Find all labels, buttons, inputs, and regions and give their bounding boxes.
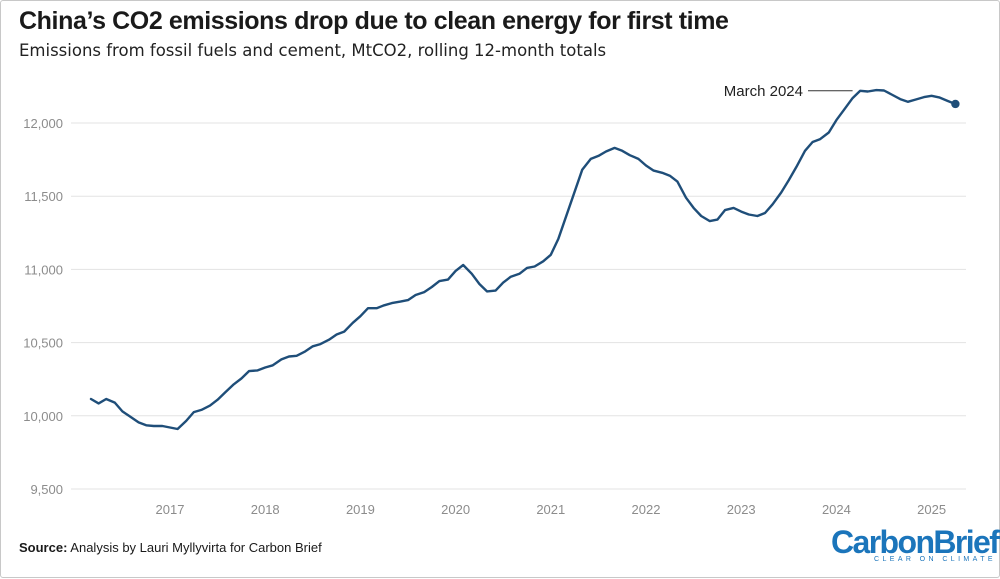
x-tick-label: 2025 — [917, 502, 946, 517]
y-tick-label: 10,500 — [23, 336, 63, 351]
source-label: Source: — [19, 540, 68, 555]
y-tick-label: 9,500 — [30, 482, 63, 497]
x-tick-label: 2021 — [536, 502, 565, 517]
x-tick-label: 2022 — [632, 502, 661, 517]
source-note: Source: Analysis by Lauri Myllyvirta for… — [19, 540, 322, 555]
logo-wordmark: CarbonBrief — [831, 524, 1000, 560]
x-tick-label: 2018 — [251, 502, 280, 517]
y-tick-label: 11,500 — [24, 189, 63, 204]
chart-title: China’s CO2 emissions drop due to clean … — [19, 7, 729, 35]
x-tick-label: 2024 — [822, 502, 851, 517]
y-tick-label: 10,000 — [23, 409, 63, 424]
emissions-line — [89, 88, 957, 431]
logo-tagline: CLEAR ON CLIMATE — [874, 556, 996, 563]
annotation-label: March 2024 — [724, 83, 803, 100]
x-tick-label: 2017 — [156, 502, 185, 517]
x-tick-label: 2019 — [346, 502, 375, 517]
endpoint-marker — [951, 99, 960, 109]
carbonbrief-logo: CarbonBrief CLEAR ON CLIMATE — [831, 524, 1000, 572]
chart-subtitle: Emissions from fossil fuels and cement, … — [19, 41, 607, 60]
x-tick-label: 2023 — [727, 502, 756, 517]
y-tick-label: 12,000 — [23, 116, 63, 131]
y-tick-label: 11,000 — [24, 262, 63, 277]
source-text: Analysis by Lauri Myllyvirta for Carbon … — [67, 540, 322, 555]
x-tick-label: 2020 — [441, 502, 470, 517]
